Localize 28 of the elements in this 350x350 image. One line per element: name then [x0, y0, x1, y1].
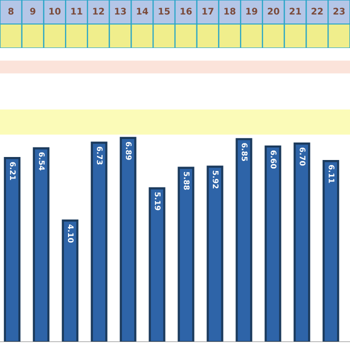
bar [32, 147, 50, 342]
text: 14 [136, 8, 148, 14]
text: 23 [333, 8, 345, 15]
text: 12 [93, 8, 104, 14]
bar [322, 160, 340, 342]
bar [4, 157, 20, 342]
bar [236, 138, 252, 342]
bar [148, 187, 166, 342]
text: 8 [8, 8, 14, 15]
text: 15 [158, 8, 170, 15]
text: 9 [30, 8, 36, 15]
bar [62, 220, 78, 342]
text: 17 [202, 8, 214, 14]
bar [294, 142, 310, 342]
text: 19 [246, 8, 258, 15]
bar [206, 166, 224, 342]
text: 16 [180, 8, 192, 15]
bar [120, 136, 136, 342]
text: 21 [290, 8, 301, 14]
text: 22 [312, 8, 323, 14]
bar [264, 145, 282, 342]
bar [178, 166, 194, 342]
text: 18 [224, 8, 236, 15]
text: 11 [71, 8, 82, 14]
text: 13 [115, 8, 126, 15]
text: 10 [49, 8, 61, 15]
text: 20 [268, 8, 280, 15]
bar [90, 142, 108, 342]
